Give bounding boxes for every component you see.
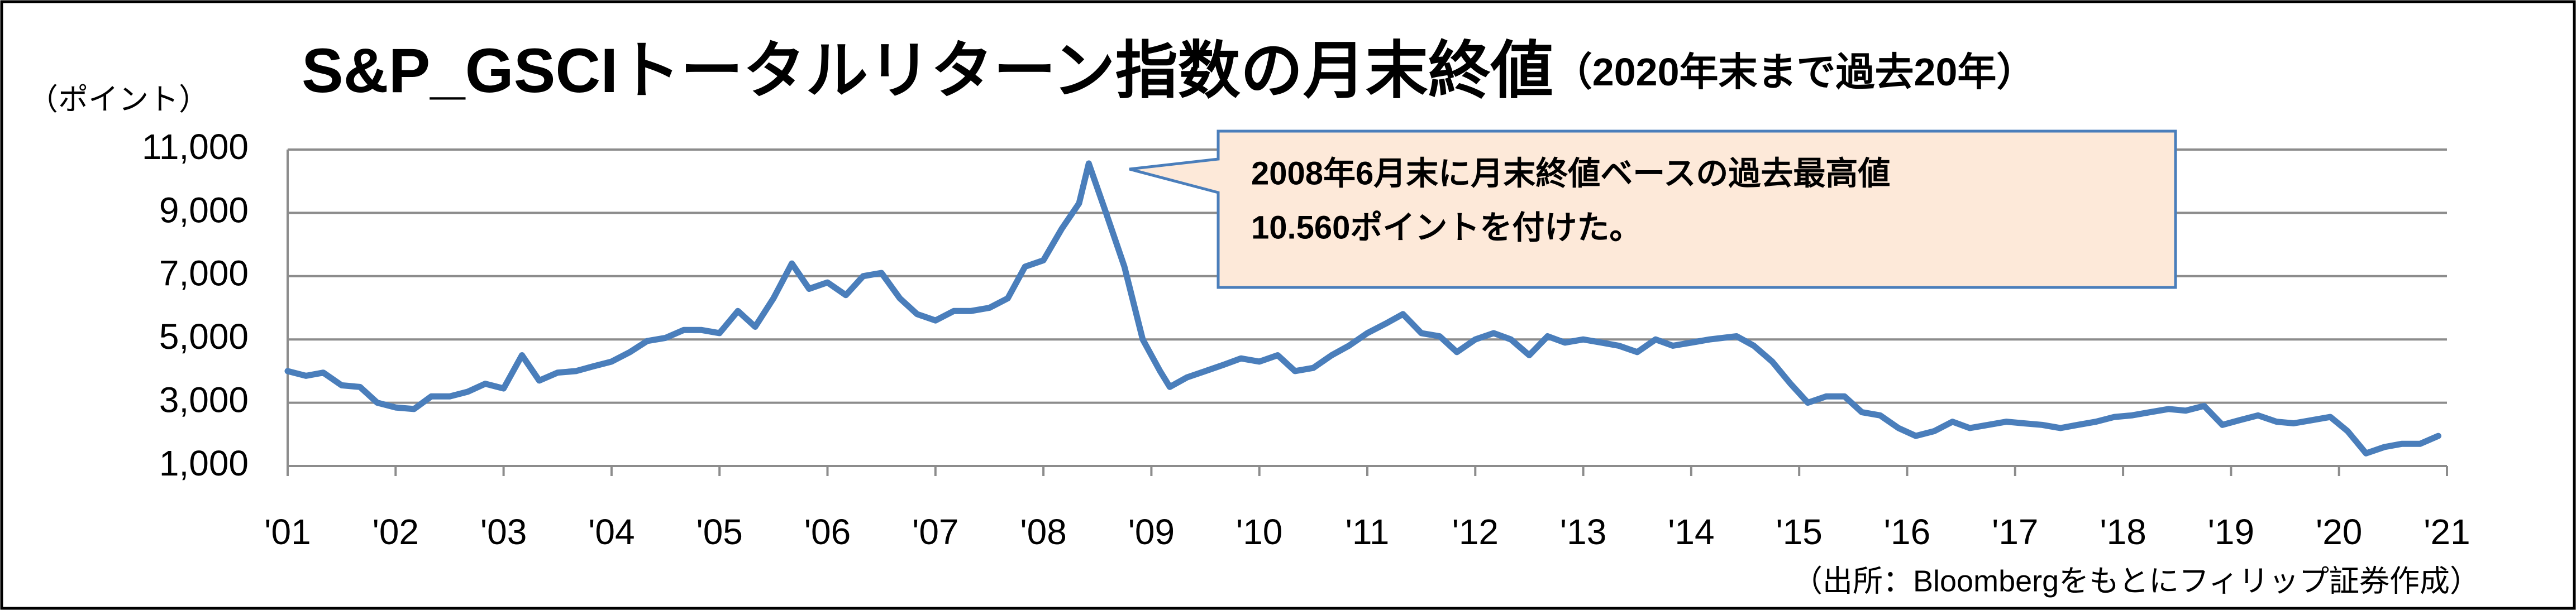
y-tick-label: 5,000 bbox=[159, 316, 249, 357]
x-tick-label: '01 bbox=[264, 512, 311, 552]
x-tick-label: '12 bbox=[1452, 512, 1499, 552]
chart-title: S&P_GSCIトータルリターン指数の月末終値 bbox=[302, 36, 1553, 105]
source-note: （出所：Bloombergをもとにフィリップ証券作成） bbox=[1792, 564, 2480, 598]
x-tick-label: '11 bbox=[1346, 512, 1390, 552]
y-tick-label: 9,000 bbox=[159, 190, 249, 230]
x-tick-label: '13 bbox=[1560, 512, 1606, 552]
x-tick-label: '17 bbox=[1992, 512, 2038, 552]
chart-subtitle: （2020年末まで過去20年） bbox=[1553, 50, 2036, 94]
x-tick-label: '08 bbox=[1020, 512, 1066, 552]
title-line: S&P_GSCIトータルリターン指数の月末終値（2020年末まで過去20年） bbox=[302, 36, 2035, 105]
y-tick-label: 7,000 bbox=[159, 253, 249, 294]
x-tick-label: '15 bbox=[1776, 512, 1822, 552]
x-tick-label: '07 bbox=[912, 512, 958, 552]
x-tick-label: '16 bbox=[1884, 512, 1930, 552]
x-tick-label: '06 bbox=[804, 512, 851, 552]
x-tick-label: '21 bbox=[2424, 512, 2470, 552]
x-tick-label: '04 bbox=[588, 512, 635, 552]
callout-box bbox=[1129, 129, 2177, 289]
y-tick-label: 1,000 bbox=[159, 443, 249, 483]
annotation: 2008年6月末に月末終値ベースの過去最高値 bbox=[1251, 155, 1890, 191]
y-tick-label: 3,000 bbox=[159, 380, 249, 420]
x-tick-label: '05 bbox=[696, 512, 742, 552]
x-tick-label: '10 bbox=[1236, 512, 1282, 552]
x-tick-label: '19 bbox=[2208, 512, 2254, 552]
x-tick-label: '02 bbox=[373, 512, 419, 552]
x-tick-label: '03 bbox=[480, 512, 527, 552]
callout: 2008年6月末に月末終値ベースの過去最高値 10.560ポイントを付けた。 bbox=[1129, 129, 2177, 289]
plot-area: 1,000 3,000 5,000 7,000 9,000 11,000 '01 '02 '03… bbox=[142, 127, 2470, 552]
y-tick-label: 11,000 bbox=[142, 127, 249, 167]
x-tick-label: '20 bbox=[2316, 512, 2362, 552]
data-line bbox=[284, 160, 2441, 457]
x-tick-label: '14 bbox=[1668, 512, 1714, 552]
x-tick-label: '09 bbox=[1128, 512, 1175, 552]
y-axis-label: （ポイント） bbox=[28, 83, 209, 116]
annotation: 10.560ポイントを付けた。 bbox=[1251, 209, 1642, 246]
x-tick-label: '18 bbox=[2100, 512, 2146, 552]
